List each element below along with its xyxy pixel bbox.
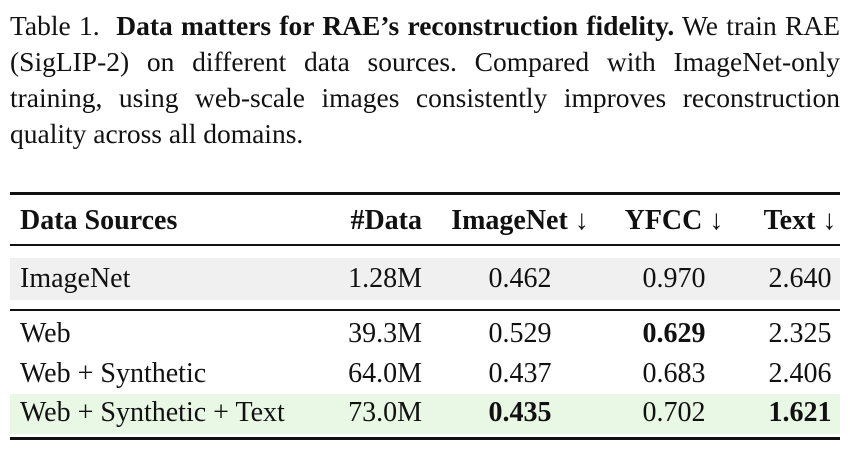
cell: 39.3M — [348, 318, 422, 349]
cell: ImageNet — [20, 263, 131, 294]
cell: Web + Synthetic + Text — [20, 397, 285, 428]
caption-text: We train RAE (SigLIP-2) on different dat… — [10, 10, 840, 149]
header-cell: Text ↓ — [763, 205, 837, 236]
bottom-rule — [10, 437, 840, 440]
cell: 1.621 — [768, 397, 832, 428]
caption-title: Data matters for RAE’s reconstruction fi… — [116, 10, 675, 41]
table-row: Web + Synthetic 64.0M 0.437 0.683 2.406 — [10, 354, 840, 394]
row-highlight-green — [10, 394, 840, 434]
mid-rule — [10, 309, 840, 311]
cell: 0.970 — [642, 263, 706, 294]
header-cell: Data Sources — [20, 205, 178, 236]
cell: 0.629 — [642, 318, 706, 349]
cell: 2.325 — [768, 318, 832, 349]
caption-label: Table 1. — [10, 10, 100, 41]
top-rule — [10, 192, 840, 195]
table-row: Web + Synthetic + Text 73.0M 0.435 0.702… — [10, 393, 840, 433]
cell: 0.529 — [488, 318, 552, 349]
header-cell: YFCC ↓ — [624, 205, 724, 236]
header-cell: #Data — [350, 205, 422, 236]
cell: 0.683 — [642, 358, 706, 389]
header-cell: ImageNet ↓ — [451, 205, 589, 236]
cell: 2.640 — [768, 263, 832, 294]
cell: 0.702 — [642, 397, 706, 428]
header-row: Data Sources #Data ImageNet ↓ YFCC ↓ Tex… — [10, 201, 840, 241]
caption: Table 1. Data matters for RAE’s reconstr… — [10, 8, 840, 152]
header-rule — [10, 244, 840, 246]
cell: 64.0M — [348, 358, 422, 389]
cell: Web — [20, 318, 71, 349]
row-highlight-gray — [10, 258, 840, 300]
cell: Web + Synthetic — [20, 358, 207, 389]
cell: 1.28M — [348, 263, 422, 294]
cell: 73.0M — [348, 397, 422, 428]
cell: 0.437 — [488, 358, 552, 389]
cell: 0.435 — [488, 397, 552, 428]
cell: 0.462 — [488, 263, 552, 294]
table-row: Web 39.3M 0.529 0.629 2.325 — [10, 314, 840, 354]
cell: 2.406 — [768, 358, 832, 389]
table-row: ImageNet 1.28M 0.462 0.970 2.640 — [10, 259, 840, 299]
